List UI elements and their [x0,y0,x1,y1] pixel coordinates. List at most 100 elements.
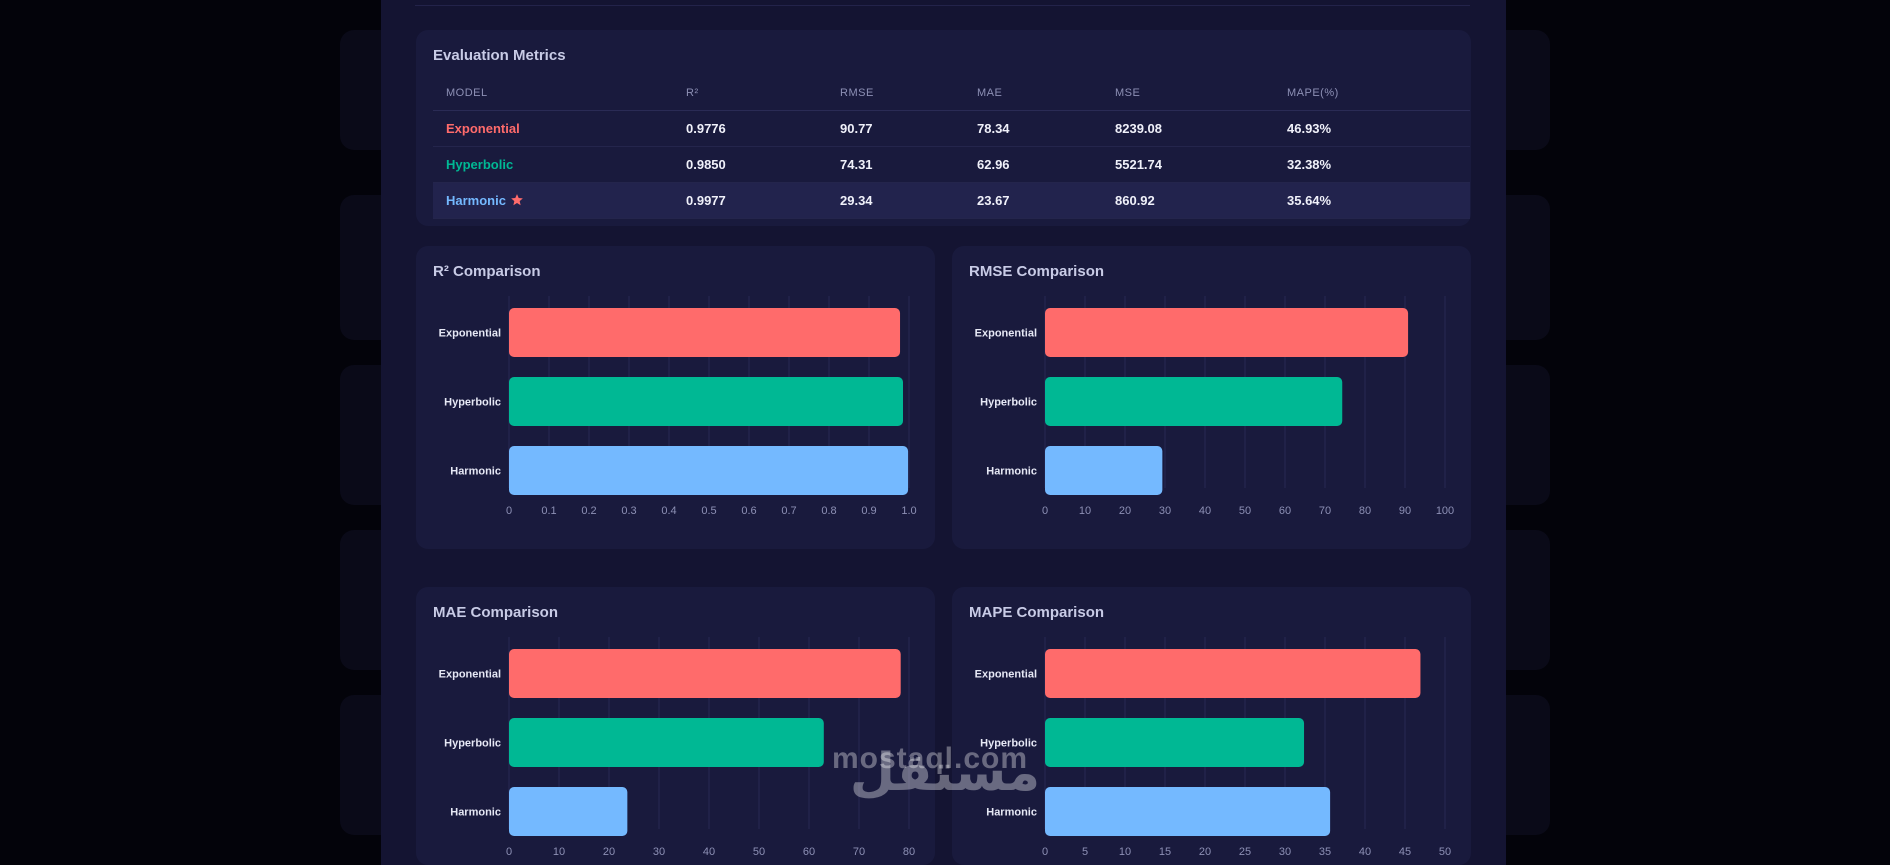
x-tick-label: 0 [506,505,512,517]
rmse-value: 90.77 [827,110,964,147]
mae-chart-card: MAE Comparison 0 10 20 30 40 50 60 70 80 Exponent… [416,587,935,865]
x-tick-label: 0.8 [821,505,836,517]
watermark-arabic: مستقل [850,743,1040,803]
header-mae: MAE [964,76,1102,111]
mse-value: 5521.74 [1102,146,1274,183]
rmse-chart: 0 10 20 30 40 50 60 70 80 90 100 Exponential Hyperbo… [975,296,1454,517]
bar-harmonic [1045,787,1331,836]
x-tick-label: 1.0 [901,505,916,517]
header-model: MODEL [433,76,673,111]
x-tick-label: 35 [1319,846,1331,858]
y-category-label: Hyperbolic [444,397,501,409]
header-r2: R² [673,76,827,111]
table-header-row: MODEL R² RMSE MAE MSE MAPE(%) [433,76,1470,111]
x-tick-label: 60 [803,846,815,858]
bar-hyperbolic [509,718,824,767]
x-tick-label: 30 [1159,505,1171,517]
r2-chart: 0 0.1 0.2 0.3 0.4 0.5 0.6 0.7 0.8 0.9 1.0 Exponenti… [439,296,917,517]
x-tick-label: 60 [1279,505,1291,517]
x-tick-label: 20 [603,846,615,858]
mse-value: 8239.08 [1102,110,1274,147]
watermark-text: mostaql.com [832,742,1029,775]
x-tick-label: 5 [1082,846,1088,858]
x-tick-label: 20 [1199,846,1211,858]
chart-plot: 0 10 20 30 40 50 60 70 80 Exponential Hyperbolic Ha… [439,637,915,858]
y-category-label: Hyperbolic [980,738,1037,750]
y-category-label: Exponential [439,669,501,681]
bar-exponential [1045,649,1421,698]
x-tick-label: 0.6 [741,505,756,517]
x-tick-label: 0.1 [541,505,556,517]
r2-value: 0.9776 [673,110,827,147]
chart-title: MAPE Comparison [969,604,1105,621]
mae-value: 62.96 [964,146,1102,183]
x-tick-label: 80 [903,846,915,858]
bar-harmonic [509,787,628,836]
metrics-title: Evaluation Metrics [433,47,566,64]
r2-value: 0.9850 [673,146,827,183]
star-icon [511,194,523,206]
y-category-label: Hyperbolic [980,397,1037,409]
y-category-label: Harmonic [450,466,501,478]
table-row: Hyperbolic 0.9850 74.31 62.96 5521.74 32… [433,146,1470,183]
model-name-hyperbolic: Hyperbolic [433,146,673,183]
x-tick-label: 100 [1436,505,1454,517]
mape-chart-card: MAPE Comparison 0 5 10 15 20 25 30 35 40 45 50 Expo… [952,587,1471,865]
x-tick-label: 70 [853,846,865,858]
chart-title: R² Comparison [433,263,541,280]
mape-chart: 0 5 10 15 20 25 30 35 40 45 50 Exponential Hyperboli… [975,637,1451,858]
chart-plot: 0 5 10 15 20 25 30 35 40 45 50 Exponential Hyperboli… [975,637,1451,858]
y-category-label: Harmonic [986,807,1037,819]
bar-hyperbolic [509,377,903,426]
y-category-label: Harmonic [986,466,1037,478]
bar-harmonic [1045,446,1163,495]
model-name-harmonic: Harmonic [446,193,506,208]
rmse-value: 74.31 [827,146,964,183]
x-tick-label: 30 [653,846,665,858]
header-rmse: RMSE [827,76,964,111]
bar-hyperbolic [1045,377,1343,426]
chart-title: RMSE Comparison [969,263,1105,280]
x-tick-label: 50 [753,846,765,858]
y-category-label: Exponential [975,669,1037,681]
x-tick-label: 10 [1079,505,1091,517]
bar-exponential [509,308,901,357]
metrics-table: MODEL R² RMSE MAE MSE MAPE(%) Exponentia… [433,76,1470,219]
x-tick-label: 45 [1399,846,1411,858]
y-category-label: Hyperbolic [444,738,501,750]
mape-value: 32.38% [1274,146,1470,183]
x-tick-label: 20 [1119,505,1131,517]
bar-hyperbolic [1045,718,1305,767]
x-tick-label: 0 [1042,505,1048,517]
x-tick-label: 0.4 [661,505,676,517]
table-row: Exponential 0.9776 90.77 78.34 8239.08 4… [433,110,1470,147]
header-mape: MAPE(%) [1274,76,1470,111]
y-category-label: Exponential [975,328,1037,340]
r2-value: 0.9977 [673,182,827,219]
x-tick-label: 50 [1439,846,1451,858]
x-tick-label: 70 [1319,505,1331,517]
x-tick-label: 0.7 [781,505,796,517]
evaluation-metrics-card: Evaluation Metrics MODEL R² RMSE MAE MSE… [416,30,1471,226]
chart-title: MAE Comparison [433,604,559,621]
mape-value: 35.64% [1274,182,1470,219]
chart-plot: 0 0.1 0.2 0.3 0.4 0.5 0.6 0.7 0.8 0.9 1.0 Exponenti… [439,296,917,517]
x-tick-label: 40 [703,846,715,858]
watermark-logo: مستقل [850,743,1040,803]
x-tick-label: 40 [1359,846,1371,858]
x-tick-label: 10 [1119,846,1131,858]
x-tick-label: 0 [1042,846,1048,858]
x-tick-label: 0.5 [701,505,716,517]
x-tick-label: 90 [1399,505,1411,517]
r2-chart-card: R² Comparison 0 0.1 0.2 0.3 0.4 0.5 0.6 0.7 0.8 0… [416,246,935,549]
x-tick-label: 0.3 [621,505,636,517]
chart-plot: 0 10 20 30 40 50 60 70 80 90 100 Exponential Hyperbo… [975,296,1454,517]
x-tick-label: 80 [1359,505,1371,517]
x-tick-label: 25 [1239,846,1251,858]
header-mse: MSE [1102,76,1274,111]
x-tick-label: 40 [1199,505,1211,517]
x-tick-label: 0 [506,846,512,858]
bar-exponential [509,649,901,698]
model-cell-harmonic: Harmonic [433,182,673,219]
bar-harmonic [509,446,909,495]
